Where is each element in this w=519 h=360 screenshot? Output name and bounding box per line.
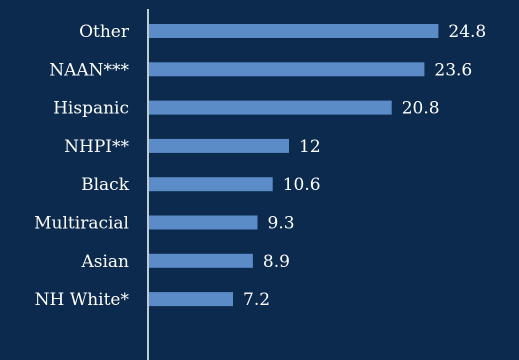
value-label-other: 24.8 [448, 22, 486, 42]
category-label-nhpi: NHPI** [64, 137, 129, 157]
bar-nh-white [149, 292, 233, 307]
value-label-hispanic: 20.8 [402, 99, 440, 119]
value-label-black: 10.6 [283, 175, 321, 195]
category-label-multiracial: Multiracial [34, 214, 129, 234]
category-label-other: Other [79, 22, 130, 42]
category-label-hispanic: Hispanic [53, 99, 129, 119]
category-label-black: Black [81, 175, 130, 195]
category-label-asian: Asian [80, 252, 129, 272]
value-label-multiracial: 9.3 [268, 214, 295, 234]
category-labels-group: Other NAAN*** Hispanic NHPI** Black Multiraci… [34, 22, 130, 310]
category-label-nh-white: NH White* [35, 290, 130, 310]
bar-nhpi [149, 138, 289, 153]
bars-group [149, 24, 439, 307]
value-label-asian: 8.9 [263, 252, 290, 272]
bar-black [149, 177, 273, 192]
value-label-naan: 23.6 [434, 60, 472, 80]
category-label-naan: NAAN*** [49, 60, 129, 80]
value-label-nh-white: 7.2 [243, 290, 270, 310]
value-label-nhpi: 12 [299, 137, 321, 157]
bar-hispanic [149, 100, 392, 115]
bar-multiracial [149, 215, 258, 230]
value-labels-group: 24.8 23.6 20.8 12 10.6 9.3 8.9 7.2 [243, 22, 486, 310]
bar-other [149, 24, 439, 38]
bar-asian [149, 253, 253, 268]
bar-naan [149, 62, 425, 77]
